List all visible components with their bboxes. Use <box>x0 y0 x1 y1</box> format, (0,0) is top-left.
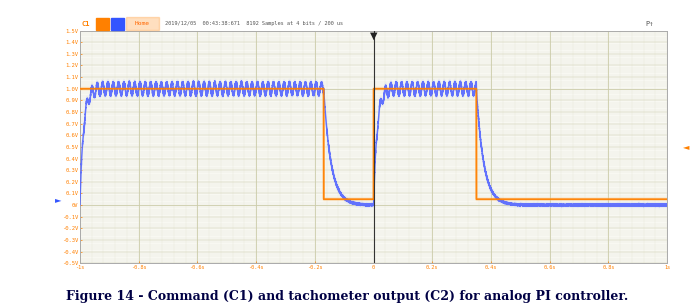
Text: ◄: ◄ <box>683 142 689 151</box>
Text: 2019/12/05  00:43:38:671  8192 Samples at 4 bits / 200 us: 2019/12/05 00:43:38:671 8192 Samples at … <box>165 21 343 26</box>
Bar <box>97 18 109 30</box>
Text: Figure 14 - Command (C1) and tachometer output (C2) for analog PI controller.: Figure 14 - Command (C1) and tachometer … <box>67 290 628 303</box>
Text: P↑: P↑ <box>646 21 654 27</box>
Bar <box>126 17 158 31</box>
Text: ►: ► <box>55 195 61 204</box>
Text: ▼: ▼ <box>370 31 377 41</box>
Bar <box>111 18 124 30</box>
Text: C1: C1 <box>81 21 90 27</box>
Text: Home: Home <box>135 21 149 26</box>
